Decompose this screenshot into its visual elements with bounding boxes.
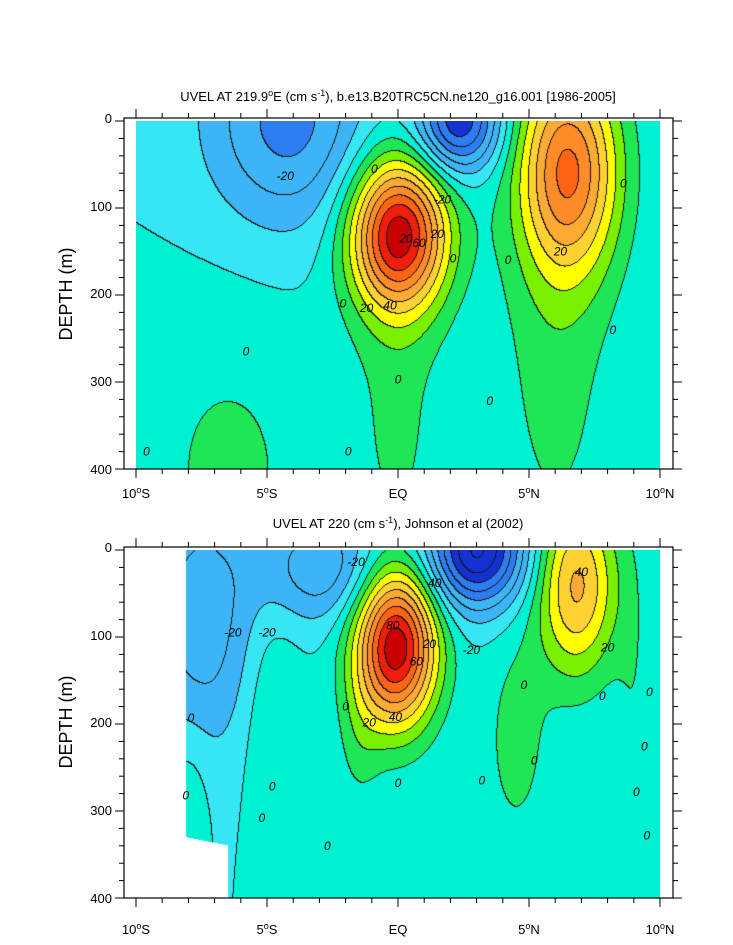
contour-label: 0 [486, 394, 493, 408]
panel-bottom-ytick-300: 300 [90, 803, 112, 818]
panel-top-xtick-10n: 10oN [646, 485, 675, 501]
contour-label: 20 [430, 227, 445, 241]
contour-label: -20 [224, 626, 242, 640]
contour-label: 0 [345, 445, 352, 459]
contour-label: 60 [410, 654, 424, 668]
contour-label: 60 [412, 236, 426, 250]
panel-top-xticklabels: 10oS 5oS EQ 5oN 10oN [122, 485, 675, 501]
contour-label: 0 [371, 162, 378, 176]
contour-label: 0 [531, 754, 538, 768]
contour-label: 0 [450, 252, 457, 266]
panel-top-xtick-eq: EQ [389, 486, 408, 501]
contour-label: -20 [463, 643, 481, 657]
panel-bottom-ytick-400: 400 [90, 891, 112, 906]
panel-bottom-xtick-10s: 10oS [122, 921, 150, 937]
contour-label: 20 [359, 301, 374, 315]
contour-label: 0 [520, 678, 527, 692]
panel-bottom-ylabel: DEPTH (m) [56, 676, 76, 769]
contour-label: 0 [342, 700, 349, 714]
contour-label: 0 [340, 297, 347, 311]
contour-label: 0 [243, 345, 250, 359]
panel-bottom-plot-area: -20 40 40 -20 -20 80 20 60 -20 20 0 0 0 0 20 40 0 0 0 0 0 0 0 0… [115, 538, 682, 907]
panel-top-xtick-5s: 5oS [257, 485, 278, 501]
panel-top-yticklabels: 0 100 200 300 400 [90, 111, 112, 477]
contour-label: 0 [620, 177, 627, 191]
panel-top: UVEL AT 219.9oE (cm s-1), b.e13.B20TRC5C… [56, 88, 682, 501]
panel-bottom: UVEL AT 220 (cm s-1), Johnson et al (200… [56, 515, 682, 937]
contour-label: 0 [644, 828, 651, 842]
panel-bottom-ytick-100: 100 [90, 628, 112, 643]
panel-bottom-ytick-0: 0 [105, 540, 112, 555]
contour-label: 0 [395, 776, 402, 790]
contour-label: 20 [362, 715, 377, 729]
contour-label: 0 [258, 811, 265, 825]
panel-top-contour-field [136, 121, 660, 469]
panel-bottom-ticks [115, 538, 682, 907]
contour-label: 20 [553, 245, 568, 259]
contour-label: 0 [599, 689, 606, 703]
contour-label: 40 [389, 710, 403, 724]
panel-top-xtick-10s: 10oS [122, 485, 150, 501]
contour-label: 0 [505, 253, 512, 267]
panel-bottom-xtick-5n: 5oN [518, 921, 540, 937]
panel-top-ytick-200: 200 [90, 286, 112, 301]
contour-label: 0 [641, 740, 648, 754]
contour-label: 0 [478, 774, 485, 788]
contour-label: 20 [600, 640, 615, 654]
panel-bottom-title: UVEL AT 220 (cm s-1), Johnson et al (200… [273, 515, 524, 531]
contour-label: 20 [422, 637, 437, 651]
panel-bottom-contour-field [136, 550, 660, 898]
contour-label: 0 [188, 711, 195, 725]
panel-top-ytick-0: 0 [105, 111, 112, 126]
panel-top-xtick-5n: 5oN [518, 485, 540, 501]
contour-label: 40 [575, 565, 589, 579]
contour-label: -20 [258, 626, 276, 640]
contour-label: 0 [269, 780, 276, 794]
panel-top-ticks [115, 109, 682, 478]
contour-label: 80 [386, 619, 400, 633]
panel-bottom-ytick-200: 200 [90, 715, 112, 730]
panel-top-ytick-100: 100 [90, 199, 112, 214]
panel-bottom-xtick-eq: EQ [389, 922, 408, 937]
contour-label: 40 [428, 576, 442, 590]
panel-bottom-xticklabels: 10oS 5oS EQ 5oN 10oN [122, 921, 675, 937]
contour-label: 0 [609, 323, 616, 337]
contour-label: 0 [646, 685, 653, 699]
panel-top-title: UVEL AT 219.9oE (cm s-1), b.e13.B20TRC5C… [180, 88, 616, 104]
panel-top-ylabel: DEPTH (m) [56, 248, 76, 341]
contour-label: 0 [633, 785, 640, 799]
contour-label: 40 [383, 298, 397, 312]
contour-label: -20 [277, 169, 295, 183]
panel-bottom-xtick-5s: 5oS [257, 921, 278, 937]
panel-bottom-xtick-10n: 10oN [646, 921, 675, 937]
contour-label: 0 [143, 445, 150, 459]
panel-top-ytick-300: 300 [90, 374, 112, 389]
contour-label: 0 [395, 372, 402, 386]
contour-label: -20 [434, 192, 452, 206]
contour-label: 0 [182, 788, 189, 802]
panel-bottom-yticklabels: 0 100 200 300 400 [90, 540, 112, 906]
contour-label: 20 [398, 231, 413, 245]
contour-label: 0 [324, 839, 331, 853]
panel-top-ytick-400: 400 [90, 462, 112, 477]
contour-label: -20 [347, 555, 365, 569]
panel-bottom-contour-labels: -20 40 40 -20 -20 80 20 60 -20 20 0 0 0 0 20 40 0 0 0 0 0 0 0 0… [182, 555, 653, 853]
